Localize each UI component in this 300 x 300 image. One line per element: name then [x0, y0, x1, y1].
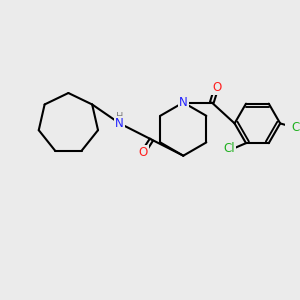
Text: H: H — [116, 112, 123, 122]
Text: N: N — [179, 96, 188, 109]
Text: O: O — [212, 81, 221, 94]
Text: N: N — [115, 117, 124, 130]
Text: Cl: Cl — [223, 142, 235, 155]
Text: Cl: Cl — [292, 121, 300, 134]
Text: O: O — [138, 146, 148, 159]
